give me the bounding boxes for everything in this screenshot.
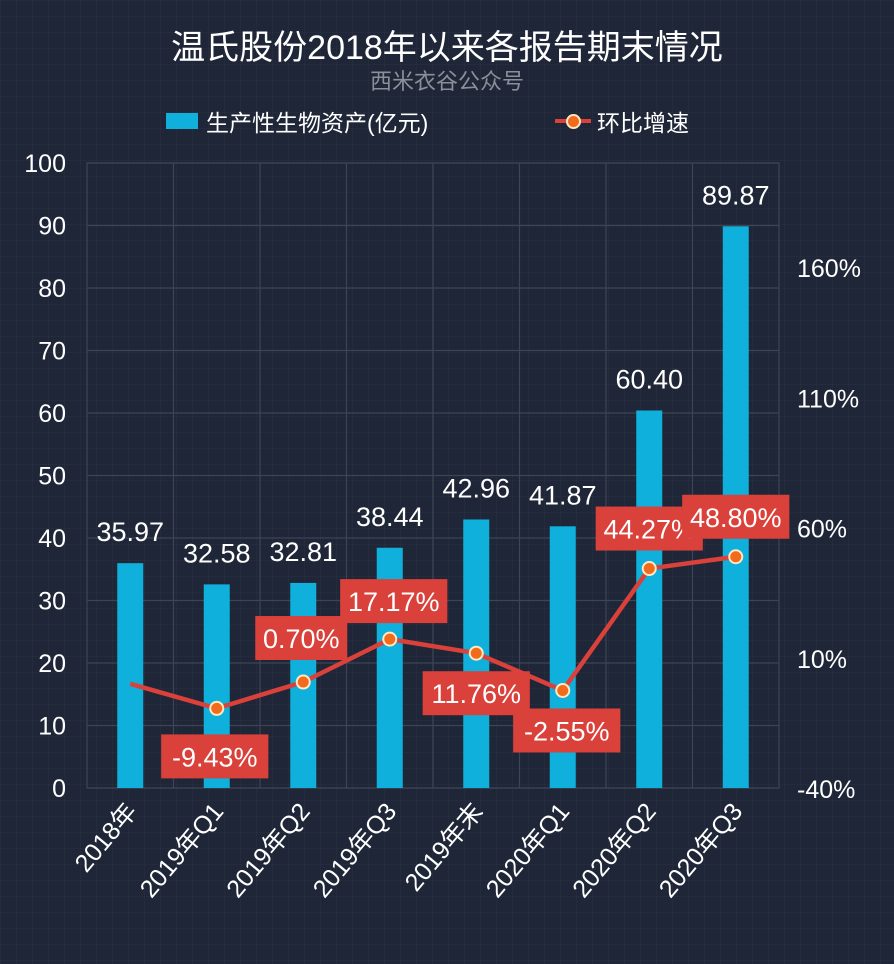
left-axis-tick: 0 — [52, 775, 66, 803]
right-axis-tick: 10% — [797, 646, 847, 674]
bar — [117, 563, 144, 788]
bar — [636, 410, 663, 788]
category-label: 2019年Q2 — [221, 798, 316, 903]
growth-label: 17.17% — [348, 587, 440, 617]
line-marker-icon — [641, 561, 657, 577]
right-axis-tick: 110% — [797, 385, 859, 413]
growth-label: 11.76% — [431, 679, 521, 709]
left-axis-tick: 100 — [24, 150, 66, 178]
chart-subtitle: 西米衣谷公众号 — [369, 69, 524, 94]
bar-value-label: 41.87 — [529, 480, 597, 510]
right-axis-tick: 60% — [797, 516, 847, 544]
growth-label-box — [682, 494, 790, 539]
growth-label: 0.70% — [263, 624, 340, 654]
bar-value-label: 60.40 — [615, 365, 683, 395]
growth-label-box — [513, 708, 621, 753]
right-axis-tick: -40% — [797, 776, 855, 804]
line-marker-icon — [555, 682, 571, 698]
left-axis-tick: 10 — [38, 713, 66, 741]
growth-line — [129, 554, 737, 711]
category-label: 2019年Q1 — [135, 798, 230, 903]
growth-label-box — [422, 671, 530, 716]
bar-swatch-icon — [166, 113, 198, 129]
left-axis-tick: 50 — [38, 463, 66, 491]
bar-value-label: 35.97 — [96, 517, 164, 547]
line-marker-icon — [728, 549, 744, 565]
category-label: 2020年Q1 — [481, 798, 576, 903]
line-marker-icon — [468, 645, 484, 661]
bar-value-label: 32.81 — [269, 537, 337, 567]
left-axis-tick: 80 — [38, 275, 66, 303]
left-axis-tick: 90 — [38, 213, 66, 241]
line-marker-icon — [209, 700, 225, 716]
legend-item-bar[interactable]: 生产性生物资产(亿元) — [166, 104, 428, 138]
left-axis-tick: 70 — [38, 338, 66, 366]
growth-label: 48.80% — [690, 503, 782, 533]
chart-title: 温氏股份2018年以来各报告期末情况 — [171, 29, 723, 67]
bar-value-label: 38.44 — [356, 502, 424, 532]
bar-value-label: 42.96 — [442, 474, 510, 504]
legend-bar-label: 生产性生物资产(亿元) — [206, 110, 429, 136]
category-label: 2019年末 — [400, 798, 489, 897]
line-marker-icon — [382, 631, 398, 647]
growth-label-box — [255, 616, 348, 661]
left-axis-tick: 60 — [38, 400, 66, 428]
right-axis-tick: 160% — [797, 255, 861, 283]
category-label: 2019年Q3 — [308, 798, 403, 903]
category-label: 2018年 — [70, 798, 143, 878]
growth-label-box — [340, 579, 448, 624]
legend-item-line[interactable]: 环比增速 — [555, 104, 689, 138]
growth-label-box — [161, 734, 269, 779]
left-axis-tick: 20 — [38, 650, 66, 678]
legend: 生产性生物资产(亿元) 环比增速 — [0, 104, 894, 140]
line-marker-icon — [295, 674, 311, 690]
category-label: 2020年Q3 — [654, 798, 749, 903]
category-label: 2020年Q2 — [567, 798, 662, 903]
legend-line-label: 环比增速 — [597, 110, 689, 136]
left-axis-tick: 40 — [38, 525, 66, 553]
growth-label: -2.55% — [524, 716, 610, 746]
growth-label: 44.27% — [603, 515, 695, 545]
bar-value-label: 89.87 — [702, 180, 770, 210]
growth-label: -9.43% — [172, 742, 258, 772]
left-axis-tick: 30 — [38, 588, 66, 616]
bar-value-label: 32.58 — [183, 538, 251, 568]
line-marker-swatch-icon — [555, 113, 591, 129]
